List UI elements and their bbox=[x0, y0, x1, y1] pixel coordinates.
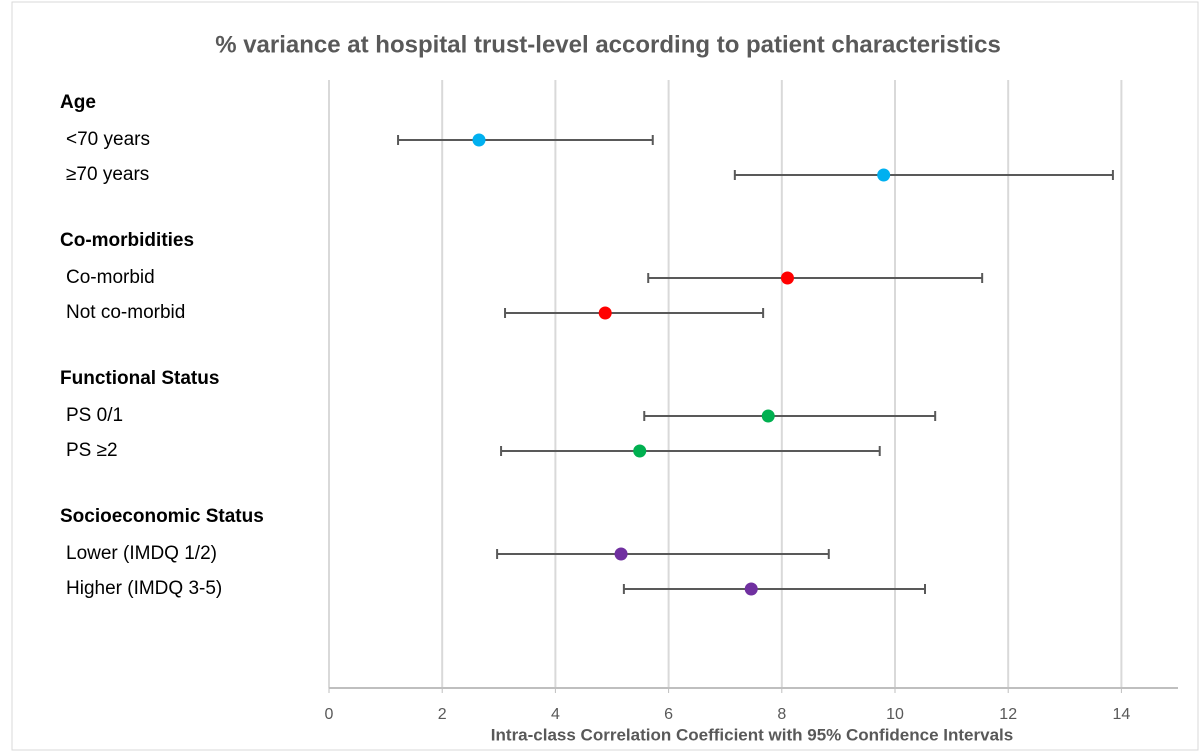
x-tick-label: 2 bbox=[438, 706, 447, 723]
group-label: Functional Status bbox=[60, 368, 219, 389]
row-label: PS 0/1 bbox=[66, 405, 123, 426]
group-label: Age bbox=[60, 92, 96, 113]
chart-title: % variance at hospital trust-level accor… bbox=[215, 31, 1001, 58]
x-tick-label: 8 bbox=[777, 706, 786, 723]
point bbox=[614, 547, 628, 561]
point bbox=[744, 582, 758, 596]
row-label: <70 years bbox=[66, 129, 150, 150]
x-tick-label: 6 bbox=[664, 706, 673, 723]
point bbox=[761, 409, 775, 423]
x-tick-label: 10 bbox=[886, 706, 904, 723]
x-tick-label: 14 bbox=[1113, 706, 1131, 723]
row-label: ≥70 years bbox=[66, 164, 149, 185]
point bbox=[877, 168, 891, 182]
group-label: Socioeconomic Status bbox=[60, 506, 264, 527]
row-label: Higher (IMDQ 3-5) bbox=[66, 578, 222, 599]
row-label: Not co-morbid bbox=[66, 302, 185, 323]
x-axis-title: Intra-class Correlation Coefficient with… bbox=[491, 725, 1013, 744]
row-label: PS ≥2 bbox=[66, 440, 118, 461]
group-label: Co-morbidities bbox=[60, 230, 194, 251]
x-tick-label: 4 bbox=[551, 706, 560, 723]
chart-frame bbox=[11, 1, 1199, 751]
x-tick-label: 0 bbox=[325, 706, 334, 723]
x-tick-label: 12 bbox=[999, 706, 1017, 723]
point bbox=[472, 133, 486, 147]
row-label: Lower (IMDQ 1/2) bbox=[66, 543, 217, 564]
row-label: Co-morbid bbox=[66, 267, 155, 288]
point bbox=[633, 444, 647, 458]
point bbox=[780, 271, 794, 285]
point bbox=[598, 306, 612, 320]
